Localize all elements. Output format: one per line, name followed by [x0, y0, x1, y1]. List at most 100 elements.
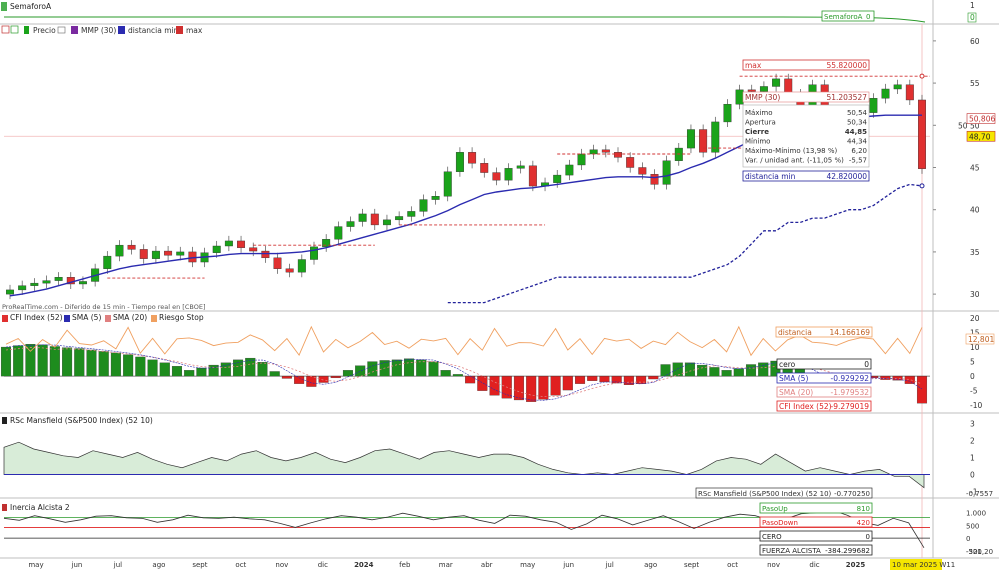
inercia-value-box	[759, 502, 873, 514]
legend-max: max	[186, 26, 203, 35]
cfi-box-label: SMA (5)	[779, 374, 808, 383]
tooltip-row-label: Cierre	[745, 128, 769, 136]
candle	[103, 255, 112, 269]
cfi-bar	[416, 359, 427, 377]
time-label: dic	[809, 561, 819, 569]
cfi-bar	[294, 375, 305, 384]
time-label: jun	[562, 561, 574, 569]
candle	[735, 89, 744, 105]
cfi-bar	[171, 366, 183, 377]
candle	[614, 152, 622, 158]
grid-icon	[57, 26, 66, 34]
candle	[18, 285, 27, 291]
add-indicator-icon	[10, 25, 19, 34]
tooltip-row-value: -5,57	[849, 157, 867, 165]
price-tick: 55	[970, 79, 980, 88]
candle	[42, 280, 51, 284]
time-label: may	[520, 561, 535, 569]
inercia-tick: 1.000	[966, 510, 986, 518]
semaforo-title: SemaforoA	[10, 2, 52, 11]
candle	[626, 157, 635, 168]
price-axis-label: 50,806	[969, 115, 995, 124]
candle	[212, 245, 221, 253]
cfi-legend-1: CFI Index (52)	[10, 313, 63, 322]
tooltip-row-value: 44,34	[847, 138, 868, 146]
rsc-axis-label: -0,7557	[966, 490, 993, 498]
cfi-bar	[672, 362, 683, 377]
tooltip-row-value: 6,20	[851, 147, 867, 155]
cfi-bar	[269, 371, 280, 377]
cfi-bar	[587, 375, 598, 381]
tooltip-mmp-value: 51.203527	[826, 93, 867, 102]
candle	[492, 172, 501, 181]
time-label: 2025	[846, 561, 866, 569]
rsc-tick: 3	[970, 419, 975, 428]
cfi-bar	[355, 365, 366, 377]
candle	[115, 244, 124, 257]
inercia-box-label: CERO	[762, 533, 782, 541]
cfi-bar	[49, 346, 60, 377]
time-label: jun	[71, 561, 83, 569]
candle	[54, 277, 63, 281]
time-label: oct	[235, 561, 246, 569]
cfi-bar	[513, 375, 524, 401]
cfi-bar	[440, 370, 451, 377]
cfi-tick: 0	[970, 372, 975, 381]
candle	[772, 78, 781, 87]
cfi-bar	[916, 375, 928, 404]
candle	[881, 88, 890, 99]
tooltip-max-label: max	[745, 61, 762, 70]
candle	[297, 259, 306, 273]
candle	[127, 244, 136, 250]
price-tick: 60	[970, 37, 980, 46]
tooltip-max-value: 55.820000	[826, 61, 867, 70]
time-label: abr	[481, 561, 493, 569]
time-label: nov	[275, 561, 288, 569]
cfi-tick: 15	[970, 329, 980, 338]
cfi-bar	[233, 359, 244, 377]
cfi-bar	[892, 375, 903, 381]
cfi-box-value: -9.279019	[831, 402, 870, 411]
candle	[589, 149, 598, 155]
cfi-bar	[428, 361, 439, 377]
legend-precio: Precio	[33, 26, 56, 35]
candle	[480, 163, 489, 173]
candle	[78, 281, 87, 285]
inercia-value-box	[759, 530, 873, 542]
cfi-box-value: 0	[864, 360, 869, 369]
distancia-box	[775, 326, 873, 338]
rsc-box-value: -0.770250	[834, 490, 870, 498]
distancia-value: 14.166169	[829, 328, 870, 337]
cfi-bar	[904, 375, 915, 384]
distancia-label: distancia	[778, 328, 812, 337]
tooltip-mmp-box	[742, 91, 870, 103]
semaforo-axis-box	[967, 12, 977, 23]
cfi-bar	[489, 375, 500, 396]
inercia-icon	[2, 504, 7, 511]
tooltip-row-label: Var. / unidad ant. (-11,05 %)	[745, 157, 844, 165]
blue-square-icon	[118, 26, 125, 34]
price-tick: 40	[970, 206, 980, 215]
cfi-bar	[245, 357, 256, 377]
cfi-bar	[196, 367, 207, 377]
time-label: mar	[439, 561, 453, 569]
cfi-bar	[404, 358, 415, 377]
semaforo-value-box	[821, 10, 875, 22]
cfi-bar	[123, 354, 134, 377]
cfi-bar	[465, 375, 476, 384]
inercia-box-value: 0	[866, 533, 870, 541]
candle	[419, 199, 428, 212]
cfi-bar	[733, 368, 744, 377]
cfi-bar	[62, 347, 73, 377]
time-label: ago	[152, 561, 165, 569]
dist-marker	[919, 183, 925, 189]
candle	[261, 250, 270, 259]
cfi-bar	[697, 364, 708, 377]
cfi-bar	[330, 375, 341, 379]
cfi-bar	[575, 375, 586, 384]
cfi-bar	[220, 362, 231, 377]
cfi-bar	[0, 346, 12, 377]
inercia-box-label: PasoDown	[762, 519, 798, 527]
